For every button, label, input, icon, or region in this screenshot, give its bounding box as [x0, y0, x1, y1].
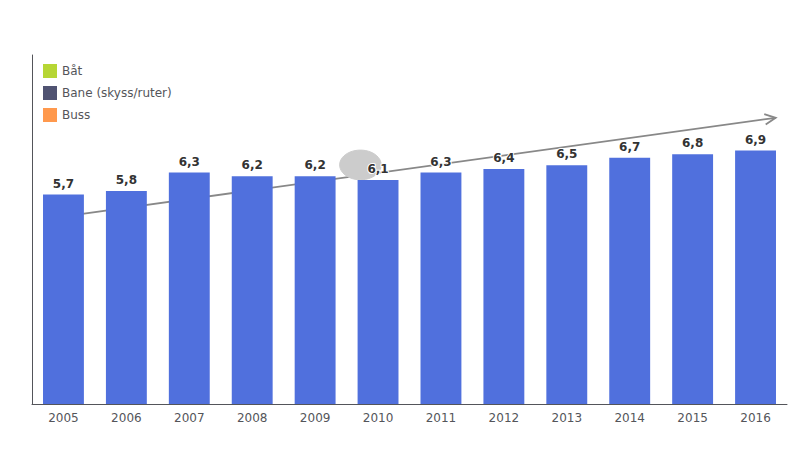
svg-text:2013: 2013 [552, 411, 583, 425]
svg-text:6,3: 6,3 [430, 155, 451, 169]
svg-text:2005: 2005 [48, 411, 79, 425]
svg-text:6,4: 6,4 [493, 151, 514, 165]
svg-text:Buss: Buss [62, 108, 90, 122]
svg-text:6,1: 6,1 [367, 162, 388, 176]
svg-text:2016: 2016 [740, 411, 771, 425]
svg-text:2014: 2014 [614, 411, 645, 425]
svg-text:2006: 2006 [111, 411, 142, 425]
svg-text:6,7: 6,7 [619, 140, 640, 154]
svg-text:2012: 2012 [489, 411, 520, 425]
svg-text:2008: 2008 [237, 411, 268, 425]
svg-text:6,3: 6,3 [179, 155, 200, 169]
svg-text:2007: 2007 [174, 411, 205, 425]
svg-text:6,2: 6,2 [242, 158, 263, 172]
svg-text:2015: 2015 [677, 411, 708, 425]
svg-text:5,7: 5,7 [53, 177, 74, 191]
svg-text:2009: 2009 [300, 411, 331, 425]
svg-text:5,8: 5,8 [116, 173, 137, 187]
svg-text:Bane (skyss/ruter): Bane (skyss/ruter) [62, 86, 172, 100]
svg-text:Båt: Båt [62, 64, 83, 78]
svg-text:6,9: 6,9 [745, 133, 766, 147]
svg-text:6,5: 6,5 [556, 147, 577, 161]
svg-text:2010: 2010 [363, 411, 394, 425]
svg-text:2011: 2011 [426, 411, 457, 425]
svg-text:6,2: 6,2 [304, 158, 325, 172]
svg-text:6,8: 6,8 [682, 136, 703, 150]
